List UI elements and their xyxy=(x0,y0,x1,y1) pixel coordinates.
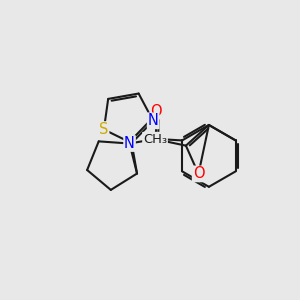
Text: N: N xyxy=(124,136,135,151)
Text: N: N xyxy=(148,113,159,128)
Text: S: S xyxy=(99,122,109,137)
Text: O: O xyxy=(151,103,162,118)
Text: CH₃: CH₃ xyxy=(143,133,167,146)
Text: O: O xyxy=(193,167,204,182)
